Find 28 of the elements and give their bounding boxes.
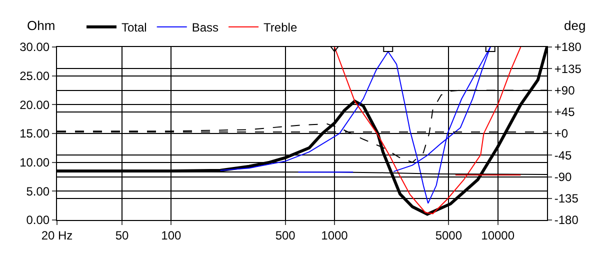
y-tick-label: 5.00 — [26, 184, 50, 198]
y2-tick-label: -45 — [554, 148, 572, 162]
x-tick-label: 10000 — [481, 228, 515, 242]
y-tick-label: 20.00 — [20, 98, 50, 112]
legend-label: Total — [122, 20, 147, 35]
y2-tick-label: +90 — [554, 83, 576, 98]
y-axis-title: Ohm — [27, 18, 56, 33]
y2-axis-title: deg — [564, 18, 586, 33]
x-tick-label: 100 — [161, 228, 182, 242]
y2-tick-label: -90 — [554, 170, 572, 184]
y-tick-label: 30.00 — [20, 40, 50, 54]
x-tick-label: 500 — [275, 228, 296, 242]
y2-tick-label: +135 — [554, 62, 582, 76]
y2-tick-label: +0 — [554, 126, 568, 141]
y-tick-label: 0.00 — [26, 213, 50, 228]
y2-tick-label: +45 — [554, 105, 576, 120]
x-tick-label: 5000 — [435, 228, 462, 242]
y2-tick-label: +180 — [554, 40, 582, 54]
y2-tick-label: -135 — [554, 192, 579, 206]
x-tick-label: 50 — [115, 228, 129, 242]
legend-label: Treble — [264, 20, 298, 35]
x-tick-label: 1000 — [321, 228, 348, 242]
y-tick-label: 15.00 — [20, 126, 50, 141]
y-tick-label: 10.00 — [20, 156, 50, 170]
y2-tick-label: -180 — [554, 213, 579, 228]
legend-label: Bass — [192, 20, 219, 35]
x-tick-label: 20 Hz — [41, 228, 73, 242]
y-tick-label: 25.00 — [20, 69, 50, 84]
